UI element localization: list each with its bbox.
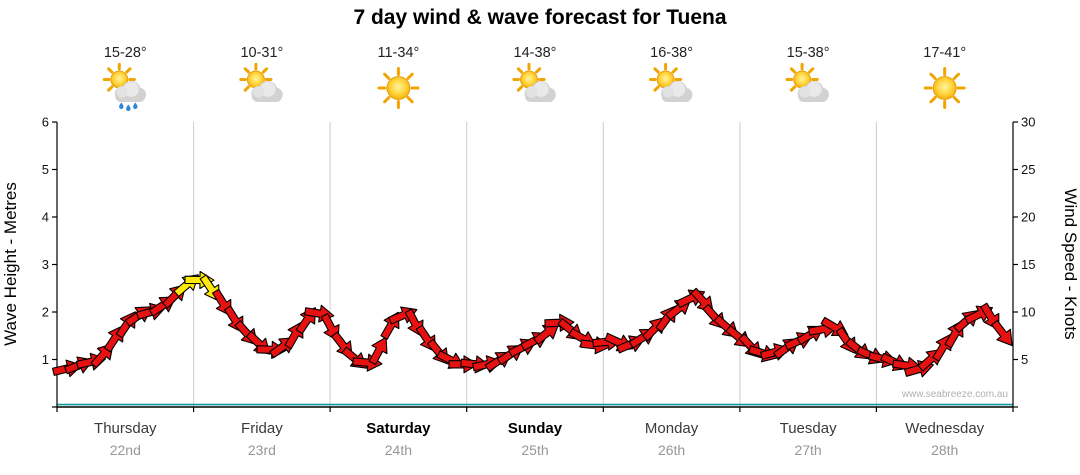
x-label-day-name: Tuesday [780, 420, 837, 437]
day-temperature-range: 17-41° [923, 45, 966, 61]
left-axis-title: Wave Height - Metres [1, 182, 20, 346]
weather-icon-sunny [377, 67, 420, 109]
day-header-layer: 15-28° 10-31° 11-34° 14-38° 16-38° 15-38° 17-4… [102, 45, 966, 111]
x-label-day-date: 23rd [248, 442, 276, 458]
wind-arrow [368, 336, 388, 366]
weather-icon-partly-cloudy [512, 62, 556, 102]
x-label-day-date: 25th [521, 442, 548, 458]
weather-icon-partly-cloudy [785, 62, 829, 102]
x-label-day-date: 28th [931, 442, 958, 458]
x-label-day-date: 27th [794, 442, 821, 458]
day-temperature-range: 15-28° [104, 45, 147, 61]
right-tick-label: 5 [1021, 352, 1028, 367]
x-label-day-name: Sunday [508, 420, 563, 437]
right-tick-label: 30 [1021, 115, 1035, 130]
weather-icon-sunny [923, 67, 966, 109]
left-tick-label: 2 [42, 305, 49, 320]
right-tick-label: 15 [1021, 257, 1035, 272]
x-label-day-date: 26th [658, 442, 685, 458]
wind-arrow-layer [51, 270, 1013, 378]
x-label-layer: Thursday 22nd Friday 23rd Saturday 24th Sunday… [94, 420, 985, 458]
right-tick-label: 10 [1021, 305, 1035, 320]
watermark: www.seabreeze.com.au [901, 389, 1008, 400]
page-title: 7 day wind & wave forecast for Tuena [353, 6, 727, 29]
day-temperature-range: 14-38° [514, 45, 557, 61]
weather-icon-partly-cloudy [239, 62, 283, 102]
wind-arrow [991, 319, 1013, 347]
right-tick-label: 25 [1021, 162, 1035, 177]
x-label-day-name: Friday [241, 420, 283, 437]
x-label-day-name: Wednesday [905, 420, 984, 437]
weather-icon-partly-cloudy-rain [102, 62, 147, 111]
left-tick-label: 6 [42, 115, 49, 130]
day-temperature-range: 10-31° [240, 45, 283, 61]
x-label-day-name: Thursday [94, 420, 157, 437]
day-temperature-range: 16-38° [650, 45, 693, 61]
day-temperature-range: 11-34° [377, 45, 419, 61]
right-tick-label: 20 [1021, 210, 1035, 225]
right-axis-title: Wind Speed - Knots [1061, 188, 1080, 339]
x-label-day-date: 22nd [110, 442, 141, 458]
x-label-day-name: Monday [645, 420, 699, 437]
wind-arrow [533, 323, 560, 345]
left-tick-label: 5 [42, 162, 49, 177]
x-label-day-name: Saturday [366, 420, 431, 437]
grid-layer [193, 122, 877, 407]
weather-icon-partly-cloudy [648, 62, 693, 102]
x-label-day-date: 24th [385, 442, 412, 458]
left-tick-label: 4 [42, 210, 49, 225]
left-tick-label: 3 [42, 257, 49, 272]
day-temperature-range: 15-38° [787, 45, 830, 61]
wind-arrow [352, 353, 383, 372]
axes-layer: 1 2 3 4 5 6 5 10 15 20 25 30 [42, 115, 1035, 412]
left-tick-label: 1 [42, 352, 49, 367]
